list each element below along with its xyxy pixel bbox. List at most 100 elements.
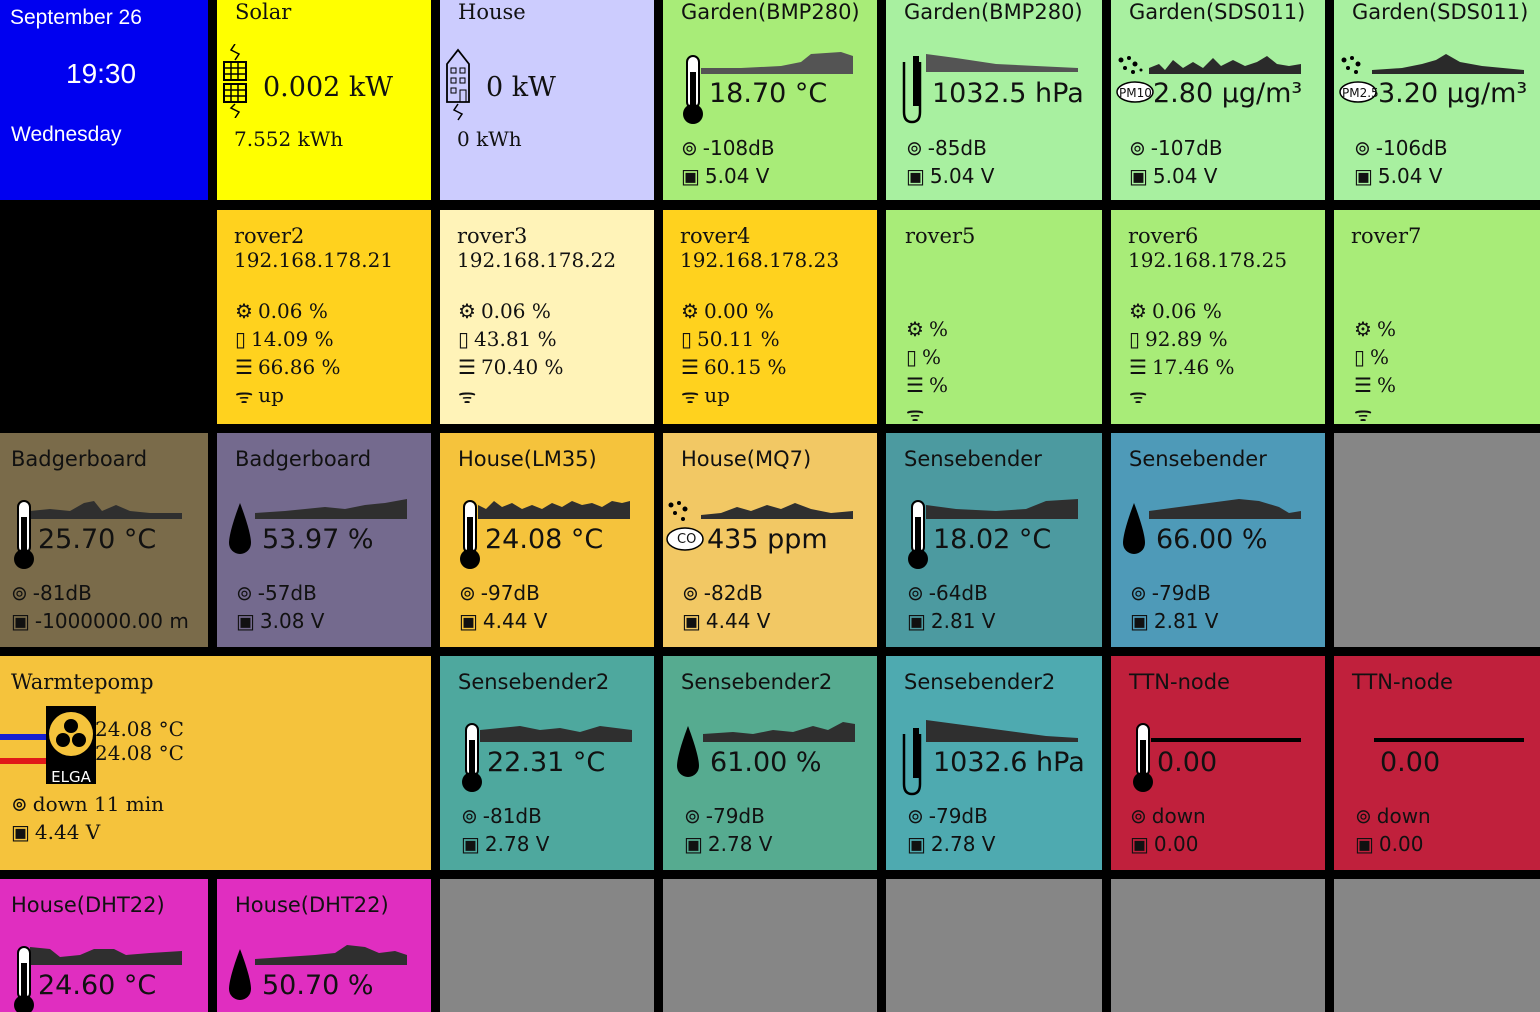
garden-sds-pm10-tile[interactable]: Garden(SDS011) PM10 2.80 µg/m³ ⊚ -107dB ▣… xyxy=(1111,0,1325,200)
meta-block: ⊚ -107dB ▣ 5.04 V xyxy=(1129,134,1223,190)
thermometer-icon xyxy=(1129,722,1157,798)
status-value: down 11 min xyxy=(32,792,165,816)
battery-icon: ▣ xyxy=(459,609,478,633)
rssi-value: -79dB xyxy=(705,804,765,828)
thermometer-icon xyxy=(10,945,38,1012)
sensebender2-temp-tile[interactable]: Sensebender2 22.31 °C ⊚ -81dB ▣ 2.78 V xyxy=(440,656,654,870)
signal-icon: ⊚ xyxy=(11,581,28,605)
ttn-node-tile[interactable]: TTN-node 0.00 ⊚ down ▣ 0.00 xyxy=(1111,656,1325,870)
disk-icon: ☰ xyxy=(458,355,476,379)
rover-tile[interactable]: rover6 192.168.178.25 ⚙ 0.06 % ▯ 92.89 % ☰… xyxy=(1111,210,1325,424)
cpu-icon: ⚙ xyxy=(1354,317,1372,341)
pm-label: PM10 xyxy=(1119,86,1152,100)
memory-icon: ▯ xyxy=(681,327,693,351)
rover-stats: ⚙ 0.06 % ▯ 43.81 % ☰ 70.40 % ᯤ xyxy=(458,297,564,409)
garden-bmp-temp-tile[interactable]: Garden(BMP280) 18.70 °C ⊚ -108dB ▣ 5.04 V xyxy=(663,0,877,200)
heatpump-tile[interactable]: Warmtepomp ELGA 24.08 °C 24.08 °C ⊚ down … xyxy=(0,656,431,870)
empty-tile xyxy=(1111,879,1325,1012)
battery-value: 2.81 V xyxy=(930,609,996,633)
battery-icon: ▣ xyxy=(682,609,701,633)
pm-value: 3.20 µg/m³ xyxy=(1378,78,1528,109)
house-power-tile[interactable]: House 0 kW 0 kWh xyxy=(440,0,654,200)
meta-block: ⊚ down ▣ 0.00 xyxy=(1130,802,1206,858)
rover-tile[interactable]: rover7 ⚙% ▯% ☰% ᯤ xyxy=(1334,210,1540,424)
empty-tile xyxy=(1334,879,1540,1012)
rover-tile[interactable]: rover3 192.168.178.22 ⚙ 0.06 % ▯ 43.81 % ☰… xyxy=(440,210,654,424)
ttn-node-tile[interactable]: TTN-node 0.00 ⊚ down ▣ 0.00 xyxy=(1334,656,1540,870)
battery-icon: ▣ xyxy=(11,609,30,633)
solar-tile[interactable]: Solar 0.002 kW 7.552 kWh xyxy=(217,0,431,200)
cpu-value: 0.06 % xyxy=(480,299,551,323)
cpu-value: % xyxy=(928,317,948,341)
solar-power: 0.002 kW xyxy=(263,72,393,103)
wifi-icon: ᯤ xyxy=(458,383,477,408)
rover-tile[interactable]: rover5 ⚙% ▯% ☰% ᯤ xyxy=(886,210,1102,424)
heatpump-temp-1: 24.08 °C xyxy=(95,717,184,741)
disk-icon: ☰ xyxy=(906,373,924,397)
cpu-icon: ⚙ xyxy=(458,299,476,323)
sensebender-temp-tile[interactable]: Sensebender 18.02 °C ⊚ -64dB ▣ 2.81 V xyxy=(886,433,1102,647)
battery-icon: ▣ xyxy=(11,820,30,844)
temperature-value: 22.31 °C xyxy=(487,747,606,778)
gas-label: CO xyxy=(677,532,697,547)
particulate-icon xyxy=(1115,54,1155,108)
memory-icon: ▯ xyxy=(235,327,247,351)
rssi-value: -64dB xyxy=(928,581,988,605)
house-mq7-tile[interactable]: House(MQ7) CO 435 ppm ⊚ -82dB ▣ 4.44 V xyxy=(663,433,877,647)
badger-temp-tile[interactable]: Badgerboard 25.70 °C ⊚ -81dB ▣ -1000000.00… xyxy=(0,433,208,647)
empty-tile xyxy=(440,879,654,1012)
rover-tile[interactable]: rover2 192.168.178.21 ⚙ 0.06 % ▯ 14.09 % ☰… xyxy=(217,210,431,424)
battery-value: 4.44 V xyxy=(34,820,101,844)
rssi-value: -79dB xyxy=(1151,581,1211,605)
memory-value: 50.11 % xyxy=(697,327,780,351)
rssi-value: -57dB xyxy=(257,581,317,605)
temperature-value: 18.02 °C xyxy=(933,524,1052,555)
battery-value: 4.44 V xyxy=(482,609,548,633)
sensebender2-humidity-tile[interactable]: Sensebender2 61.00 % ⊚ -79dB ▣ 2.78 V xyxy=(663,656,877,870)
memory-icon: ▯ xyxy=(906,345,918,369)
rover-tile[interactable]: rover4 192.168.178.23 ⚙ 0.00 % ▯ 50.11 % ☰… xyxy=(663,210,877,424)
garden-bmp-pressure-tile[interactable]: Garden(BMP280) 1032.5 hPa ⊚ -85dB ▣ 5.04 V xyxy=(886,0,1102,200)
tile-title: Sensebender2 xyxy=(681,670,833,694)
disk-value: 70.40 % xyxy=(480,355,564,379)
rover-name: rover3 xyxy=(457,224,528,248)
signal-icon: ⊚ xyxy=(1354,136,1371,160)
house-lm35-tile[interactable]: House(LM35) 24.08 °C ⊚ -97dB ▣ 4.44 V xyxy=(440,433,654,647)
wifi-icon: ᯤ xyxy=(1354,401,1373,425)
sensebender2-pressure-tile[interactable]: Sensebender2 1032.6 hPa ⊚ -79dB ▣ 2.78 V xyxy=(886,656,1102,870)
signal-icon: ⊚ xyxy=(907,581,924,605)
battery-icon: ▣ xyxy=(907,609,926,633)
tile-title: Badgerboard xyxy=(11,447,148,471)
thermometer-icon xyxy=(456,499,484,575)
tile-title: Garden(SDS011) xyxy=(1129,0,1306,24)
house-energy: 0 kWh xyxy=(457,127,522,151)
badger-humidity-tile[interactable]: Badgerboard 53.97 % ⊚ -57dB ▣ 3.08 V xyxy=(217,433,431,647)
rssi-value: -81dB xyxy=(482,804,542,828)
garden-sds-pm25-tile[interactable]: Garden(SDS011) PM2.5 3.20 µg/m³ ⊚ -106dB … xyxy=(1334,0,1540,200)
sparkline xyxy=(1149,499,1301,519)
signal-icon: ⊚ xyxy=(459,581,476,605)
memory-icon: ▯ xyxy=(1129,327,1141,351)
sparkline xyxy=(30,501,182,519)
meta-block: ⊚ -81dB ▣ 2.78 V xyxy=(461,802,549,858)
heatpump-temp-2: 24.08 °C xyxy=(95,741,184,765)
temperature-value: 18.70 °C xyxy=(709,78,828,109)
house-dht-humidity-tile[interactable]: House(DHT22) 50.70 % xyxy=(217,879,431,1012)
tile-title: Warmtepomp xyxy=(11,670,154,694)
rover-stats: ⚙ 0.06 % ▯ 92.89 % ☰ 17.46 % ᯤ xyxy=(1129,297,1235,409)
supply-line xyxy=(0,734,48,740)
house-icon xyxy=(444,48,472,126)
tile-title: Badgerboard xyxy=(235,447,372,471)
signal-icon: ⊚ xyxy=(1129,136,1146,160)
cpu-icon: ⚙ xyxy=(681,299,699,323)
cpu-icon: ⚙ xyxy=(1129,299,1147,323)
rover-ip: 192.168.178.21 xyxy=(234,248,394,272)
memory-value: 92.89 % xyxy=(1145,327,1228,351)
solar-panel-icon xyxy=(221,43,249,122)
rover-name: rover6 xyxy=(1128,224,1199,248)
humidity-value: 50.70 % xyxy=(262,970,374,1001)
sensebender-humidity-tile[interactable]: Sensebender 66.00 % ⊚ -79dB ▣ 2.81 V xyxy=(1111,433,1325,647)
rover-stats: ⚙ 0.00 % ▯ 50.11 % ☰ 60.15 % ᯤ up xyxy=(681,297,787,409)
meta-block: ⊚ -82dB ▣ 4.44 V xyxy=(682,579,770,635)
house-dht-temp-tile[interactable]: House(DHT22) 24.60 °C xyxy=(0,879,208,1012)
